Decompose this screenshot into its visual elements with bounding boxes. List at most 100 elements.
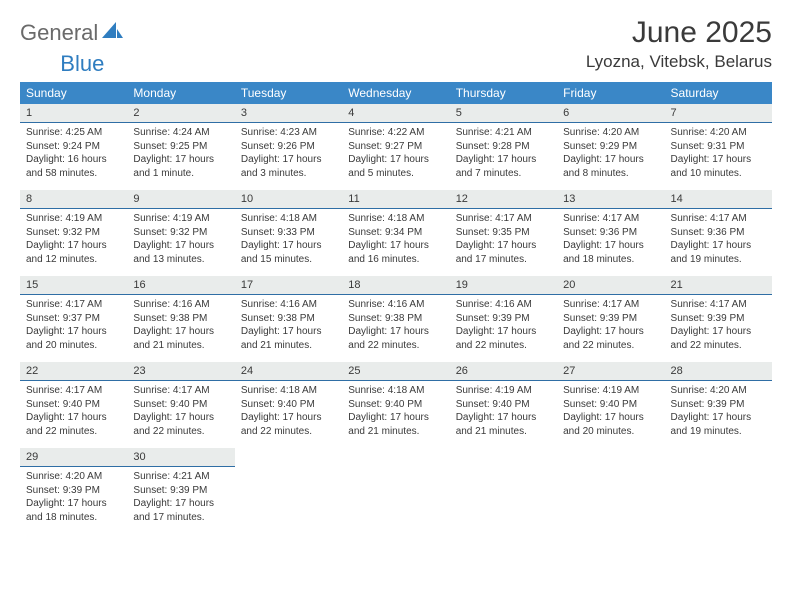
calendar-day-cell: 14Sunrise: 4:17 AMSunset: 9:36 PMDayligh… [665, 190, 772, 276]
sunset-line: Sunset: 9:39 PM [456, 312, 551, 326]
sunrise-line: Sunrise: 4:17 AM [26, 384, 121, 398]
sunset-line: Sunset: 9:33 PM [241, 226, 336, 240]
day-details: Sunrise: 4:21 AMSunset: 9:28 PMDaylight:… [450, 123, 557, 186]
calendar-day-cell: 17Sunrise: 4:16 AMSunset: 9:38 PMDayligh… [235, 276, 342, 362]
daylight-line: Daylight: 17 hours and 19 minutes. [671, 411, 766, 438]
calendar-day-cell: 27Sunrise: 4:19 AMSunset: 9:40 PMDayligh… [557, 362, 664, 448]
day-details: Sunrise: 4:20 AMSunset: 9:29 PMDaylight:… [557, 123, 664, 186]
calendar-day-cell: 29Sunrise: 4:20 AMSunset: 9:39 PMDayligh… [20, 448, 127, 534]
day-details: Sunrise: 4:17 AMSunset: 9:37 PMDaylight:… [20, 295, 127, 358]
daylight-line: Daylight: 17 hours and 22 minutes. [26, 411, 121, 438]
daylight-line: Daylight: 17 hours and 20 minutes. [26, 325, 121, 352]
calendar-empty-cell [235, 448, 342, 534]
daylight-line: Daylight: 17 hours and 10 minutes. [671, 153, 766, 180]
sunset-line: Sunset: 9:40 PM [133, 398, 228, 412]
calendar-day-cell: 23Sunrise: 4:17 AMSunset: 9:40 PMDayligh… [127, 362, 234, 448]
calendar-day-cell: 19Sunrise: 4:16 AMSunset: 9:39 PMDayligh… [450, 276, 557, 362]
sunrise-line: Sunrise: 4:20 AM [563, 126, 658, 140]
calendar-day-cell: 20Sunrise: 4:17 AMSunset: 9:39 PMDayligh… [557, 276, 664, 362]
day-number: 6 [557, 104, 664, 123]
calendar-day-cell: 5Sunrise: 4:21 AMSunset: 9:28 PMDaylight… [450, 104, 557, 190]
day-details: Sunrise: 4:23 AMSunset: 9:26 PMDaylight:… [235, 123, 342, 186]
day-details: Sunrise: 4:19 AMSunset: 9:40 PMDaylight:… [557, 381, 664, 444]
daylight-line: Daylight: 17 hours and 19 minutes. [671, 239, 766, 266]
day-number: 13 [557, 190, 664, 209]
page-title: June 2025 [586, 16, 772, 50]
day-details: Sunrise: 4:17 AMSunset: 9:36 PMDaylight:… [665, 209, 772, 272]
sunrise-line: Sunrise: 4:17 AM [563, 212, 658, 226]
day-number: 7 [665, 104, 772, 123]
day-number: 18 [342, 276, 449, 295]
sunset-line: Sunset: 9:32 PM [26, 226, 121, 240]
sunset-line: Sunset: 9:36 PM [671, 226, 766, 240]
calendar-day-cell: 26Sunrise: 4:19 AMSunset: 9:40 PMDayligh… [450, 362, 557, 448]
calendar-day-cell: 25Sunrise: 4:18 AMSunset: 9:40 PMDayligh… [342, 362, 449, 448]
day-number: 19 [450, 276, 557, 295]
day-number: 9 [127, 190, 234, 209]
brand-text-2: Blue [60, 51, 104, 77]
calendar-empty-cell [557, 448, 664, 534]
weekday-header: Thursday [450, 82, 557, 104]
daylight-line: Daylight: 17 hours and 22 minutes. [241, 411, 336, 438]
sunrise-line: Sunrise: 4:19 AM [456, 384, 551, 398]
daylight-line: Daylight: 17 hours and 5 minutes. [348, 153, 443, 180]
weekday-header: Saturday [665, 82, 772, 104]
sunset-line: Sunset: 9:40 PM [241, 398, 336, 412]
daylight-line: Daylight: 17 hours and 17 minutes. [133, 497, 228, 524]
calendar-day-cell: 8Sunrise: 4:19 AMSunset: 9:32 PMDaylight… [20, 190, 127, 276]
calendar-day-cell: 18Sunrise: 4:16 AMSunset: 9:38 PMDayligh… [342, 276, 449, 362]
sunrise-line: Sunrise: 4:22 AM [348, 126, 443, 140]
daylight-line: Daylight: 17 hours and 13 minutes. [133, 239, 228, 266]
sunset-line: Sunset: 9:38 PM [133, 312, 228, 326]
sunrise-line: Sunrise: 4:16 AM [348, 298, 443, 312]
day-number: 23 [127, 362, 234, 381]
brand-sail-icon [102, 22, 124, 45]
day-number: 1 [20, 104, 127, 123]
sunrise-line: Sunrise: 4:17 AM [456, 212, 551, 226]
calendar-day-cell: 15Sunrise: 4:17 AMSunset: 9:37 PMDayligh… [20, 276, 127, 362]
day-details: Sunrise: 4:22 AMSunset: 9:27 PMDaylight:… [342, 123, 449, 186]
sunset-line: Sunset: 9:39 PM [26, 484, 121, 498]
sunset-line: Sunset: 9:32 PM [133, 226, 228, 240]
sunset-line: Sunset: 9:24 PM [26, 140, 121, 154]
daylight-line: Daylight: 17 hours and 22 minutes. [456, 325, 551, 352]
calendar-day-cell: 13Sunrise: 4:17 AMSunset: 9:36 PMDayligh… [557, 190, 664, 276]
sunset-line: Sunset: 9:39 PM [133, 484, 228, 498]
day-number: 11 [342, 190, 449, 209]
calendar-table: SundayMondayTuesdayWednesdayThursdayFrid… [20, 82, 772, 534]
daylight-line: Daylight: 17 hours and 1 minute. [133, 153, 228, 180]
sunrise-line: Sunrise: 4:25 AM [26, 126, 121, 140]
calendar-week-row: 29Sunrise: 4:20 AMSunset: 9:39 PMDayligh… [20, 448, 772, 534]
calendar-week-row: 8Sunrise: 4:19 AMSunset: 9:32 PMDaylight… [20, 190, 772, 276]
daylight-line: Daylight: 17 hours and 22 minutes. [671, 325, 766, 352]
daylight-line: Daylight: 17 hours and 12 minutes. [26, 239, 121, 266]
day-number: 14 [665, 190, 772, 209]
brand-logo: General Blue [20, 20, 126, 46]
sunset-line: Sunset: 9:28 PM [456, 140, 551, 154]
day-details: Sunrise: 4:20 AMSunset: 9:39 PMDaylight:… [20, 467, 127, 530]
calendar-day-cell: 21Sunrise: 4:17 AMSunset: 9:39 PMDayligh… [665, 276, 772, 362]
brand-text-1: General [20, 20, 98, 46]
sunrise-line: Sunrise: 4:16 AM [133, 298, 228, 312]
day-number: 21 [665, 276, 772, 295]
day-number: 28 [665, 362, 772, 381]
day-number: 3 [235, 104, 342, 123]
sunset-line: Sunset: 9:25 PM [133, 140, 228, 154]
day-details: Sunrise: 4:17 AMSunset: 9:40 PMDaylight:… [20, 381, 127, 444]
day-details: Sunrise: 4:16 AMSunset: 9:39 PMDaylight:… [450, 295, 557, 358]
sunset-line: Sunset: 9:40 PM [563, 398, 658, 412]
day-number: 25 [342, 362, 449, 381]
daylight-line: Daylight: 17 hours and 22 minutes. [133, 411, 228, 438]
sunset-line: Sunset: 9:26 PM [241, 140, 336, 154]
sunrise-line: Sunrise: 4:18 AM [348, 212, 443, 226]
weekday-header: Monday [127, 82, 234, 104]
sunset-line: Sunset: 9:34 PM [348, 226, 443, 240]
sunrise-line: Sunrise: 4:18 AM [241, 384, 336, 398]
daylight-line: Daylight: 17 hours and 20 minutes. [563, 411, 658, 438]
day-details: Sunrise: 4:25 AMSunset: 9:24 PMDaylight:… [20, 123, 127, 186]
day-details: Sunrise: 4:18 AMSunset: 9:33 PMDaylight:… [235, 209, 342, 272]
weekday-header: Wednesday [342, 82, 449, 104]
day-details: Sunrise: 4:16 AMSunset: 9:38 PMDaylight:… [235, 295, 342, 358]
day-details: Sunrise: 4:17 AMSunset: 9:39 PMDaylight:… [557, 295, 664, 358]
calendar-day-cell: 10Sunrise: 4:18 AMSunset: 9:33 PMDayligh… [235, 190, 342, 276]
